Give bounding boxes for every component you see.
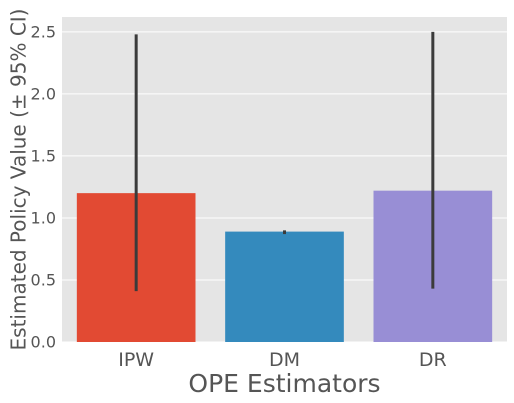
bar-dm [225,231,344,342]
y-tick-label: 2.5 [31,22,56,41]
x-tick-label: DR [419,349,447,371]
y-tick-label: 0.0 [31,333,56,352]
y-axis-ticks: 0.0 0.5 1.0 1.5 2.0 2.5 [31,22,56,351]
y-tick-label: 0.5 [31,270,56,289]
y-axis-title: Estimated Policy Value (± 95% CI) [7,9,31,351]
x-tick-label: DM [269,349,300,371]
x-axis-title: OPE Estimators [188,369,380,398]
y-tick-label: 1.5 [31,146,56,165]
error-bars [134,31,435,292]
x-tick-label: IPW [118,349,154,371]
y-tick-label: 1.0 [31,208,56,227]
x-axis-ticks: IPW DM DR [118,349,447,371]
y-tick-label: 2.0 [31,84,56,103]
